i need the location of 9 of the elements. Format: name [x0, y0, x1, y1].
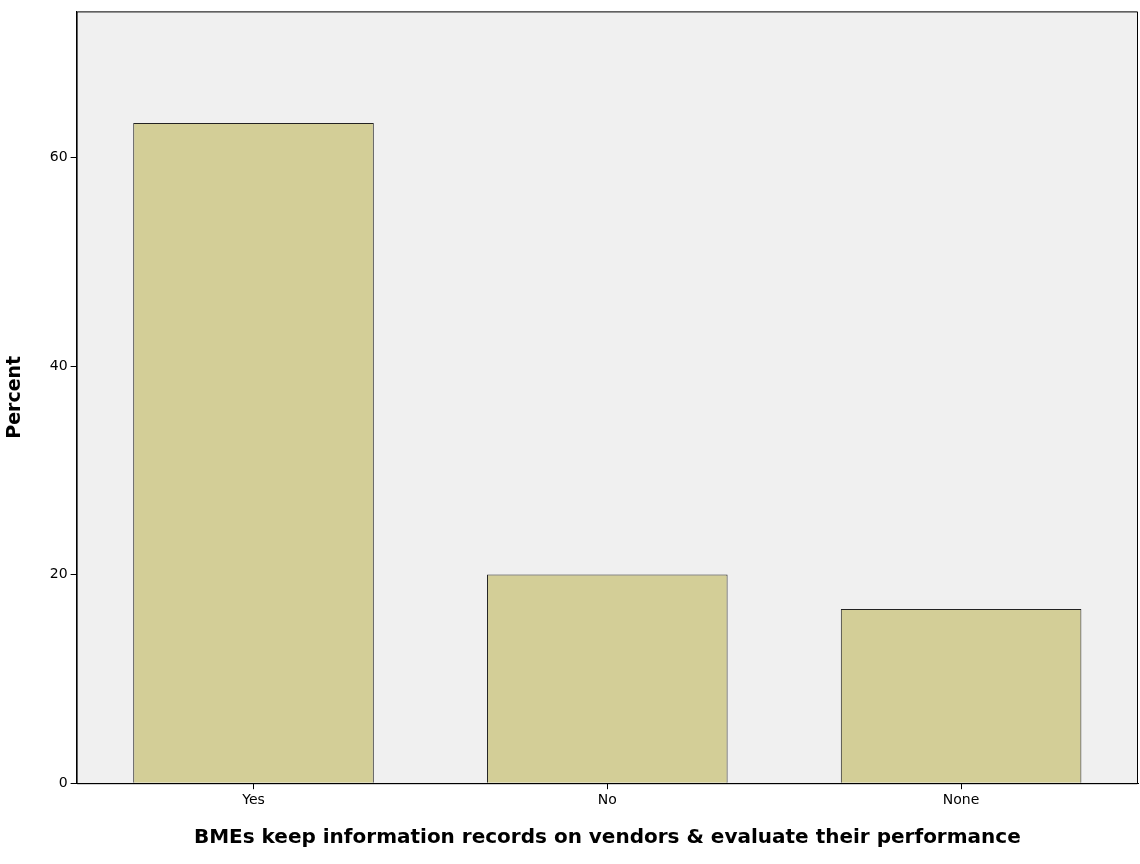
- y-tick-label: 0: [58, 773, 68, 790]
- x-tick-label: None: [942, 791, 980, 808]
- x-axis-title: BMEs keep information records on vendors & evaluate their performance: [193, 824, 1021, 849]
- y-tick-label: 20: [49, 565, 68, 582]
- x-tick-label: Yes: [241, 791, 265, 808]
- y-tick-label: 40: [49, 356, 68, 373]
- y-tick-label: 60: [49, 148, 68, 165]
- y-axis-title: Percent: [2, 355, 25, 439]
- x-tick-label: No: [597, 791, 617, 808]
